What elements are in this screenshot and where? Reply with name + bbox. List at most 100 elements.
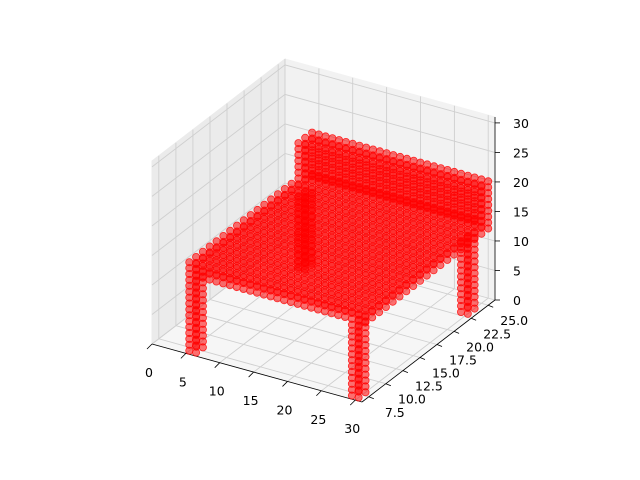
scatter-point xyxy=(355,155,364,164)
scatter-point xyxy=(361,228,370,237)
grid-line-z xyxy=(151,93,496,197)
scatter-point xyxy=(463,171,472,180)
scatter-point xyxy=(212,244,221,253)
scatter-point xyxy=(307,227,316,236)
scatter-point xyxy=(381,291,390,300)
scatter-point xyxy=(389,207,398,216)
scatter-point xyxy=(395,252,404,261)
scatter-point xyxy=(395,230,404,239)
scatter-point xyxy=(382,255,391,264)
x-tick-label: 15 xyxy=(243,393,259,408)
scatter-point xyxy=(205,242,214,251)
scatter-point xyxy=(368,258,377,267)
scatter-point xyxy=(294,188,303,197)
scatter-point xyxy=(300,233,309,242)
scatter-point xyxy=(347,303,356,312)
scatter-point xyxy=(423,217,432,226)
scatter-point xyxy=(280,263,289,272)
scatter-point xyxy=(321,139,330,148)
scatter-point xyxy=(314,243,323,252)
scatter-point xyxy=(402,254,411,263)
scatter-point xyxy=(429,169,438,178)
scatter-point xyxy=(307,291,316,300)
scatter-point xyxy=(328,141,337,150)
scatter-point xyxy=(389,214,398,223)
scatter-point xyxy=(280,213,289,222)
y-tick-mark xyxy=(368,396,374,400)
scatter-point xyxy=(341,286,350,295)
scatter-point xyxy=(225,269,234,278)
scatter-point xyxy=(470,187,479,196)
scatter-point xyxy=(327,261,336,270)
scatter-point xyxy=(368,216,377,225)
scatter-point xyxy=(422,259,431,268)
scatter-point xyxy=(341,208,350,217)
scatter-point xyxy=(348,239,357,248)
scatter-point xyxy=(409,255,418,264)
scatter-point xyxy=(335,143,344,152)
scatter-point xyxy=(361,242,370,251)
scatter-point xyxy=(280,241,289,250)
scatter-point xyxy=(389,151,398,160)
scatter-point xyxy=(382,149,391,158)
scatter-point xyxy=(347,295,356,304)
scatter-point xyxy=(368,230,377,239)
scatter-point xyxy=(348,260,357,269)
scatter-point xyxy=(375,211,384,220)
scatter-point xyxy=(280,206,289,215)
scatter-point xyxy=(341,279,350,288)
scatter-point xyxy=(334,214,343,223)
scatter-point xyxy=(294,202,303,211)
scatter-point xyxy=(388,257,397,266)
scatter-point xyxy=(293,252,302,261)
scatter-point xyxy=(307,206,316,215)
scatter-point xyxy=(260,214,269,223)
scatter-point xyxy=(198,254,207,263)
scatter-point xyxy=(314,222,323,231)
scatter-point xyxy=(348,210,357,219)
scatter-point xyxy=(354,276,363,285)
scatter-point xyxy=(361,285,370,294)
scatter-point xyxy=(293,288,302,297)
scatter-point xyxy=(334,285,343,294)
scatter-point xyxy=(327,283,336,292)
scatter-point xyxy=(226,240,235,249)
scatter-point xyxy=(429,176,438,185)
scatter-point xyxy=(361,249,370,258)
scatter-point xyxy=(361,235,370,244)
scatter-point xyxy=(402,268,411,277)
scatter-point xyxy=(294,209,303,218)
x-tick-label: 10 xyxy=(209,384,225,399)
scatter-point xyxy=(389,165,398,174)
scatter-point xyxy=(382,241,391,250)
scatter-point xyxy=(348,253,357,262)
scatter-point xyxy=(219,260,228,269)
scatter-point xyxy=(361,271,370,280)
scatter-point xyxy=(361,221,370,230)
scatter-point xyxy=(293,245,302,254)
scatter-point xyxy=(280,192,289,201)
scatter-point xyxy=(287,186,296,195)
x-tick-label: 0 xyxy=(145,365,153,380)
scatter-point xyxy=(287,200,296,209)
scatter-point xyxy=(301,133,310,142)
scatter-point xyxy=(470,173,479,182)
scatter-point xyxy=(321,245,330,254)
scatter-point xyxy=(300,226,309,235)
scatter-point xyxy=(415,264,424,273)
scatter-point xyxy=(362,143,371,152)
scatter-point xyxy=(185,258,194,267)
scatter-point xyxy=(395,259,404,268)
scatter-point xyxy=(443,173,452,182)
scatter-point xyxy=(294,217,303,226)
scatter-point xyxy=(375,289,384,298)
x-tick-mark xyxy=(349,399,356,406)
scatter-point xyxy=(300,268,309,277)
scatter-point xyxy=(354,262,363,271)
scatter-point xyxy=(192,260,201,269)
scatter-point xyxy=(450,182,459,191)
scatter-point xyxy=(422,245,431,254)
scatter-point xyxy=(267,202,276,211)
scatter-point xyxy=(320,295,329,304)
scatter-point xyxy=(239,216,248,225)
